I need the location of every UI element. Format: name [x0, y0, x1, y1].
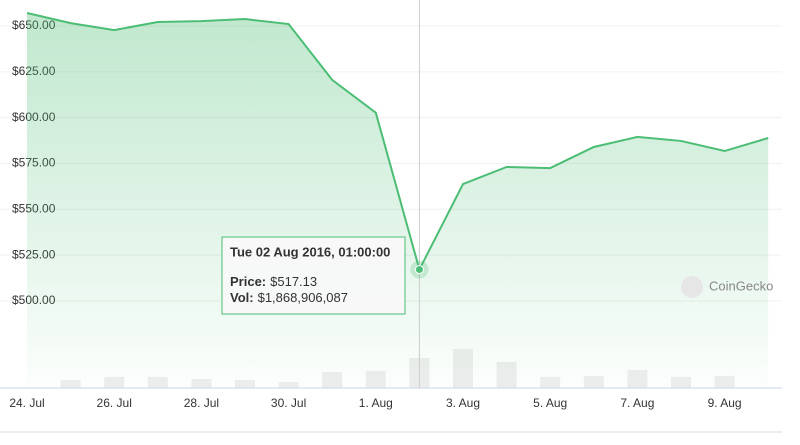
x-tick-label: 3. Aug	[446, 396, 480, 410]
tooltip-label: Vol:	[230, 290, 254, 305]
price-line	[26, 12, 769, 273]
tooltip-value: $517.13	[270, 274, 317, 289]
x-tick-label: 7. Aug	[620, 396, 654, 410]
tooltip-label: Price:	[230, 274, 266, 289]
tooltip-row: Price: $517.13	[230, 274, 317, 289]
tooltip-box	[221, 236, 406, 315]
x-tick-label: 9. Aug	[708, 396, 742, 410]
price-area	[27, 13, 769, 388]
tooltip-row: Vol: $1,868,906,087	[230, 290, 348, 305]
tooltip-value: $1,868,906,087	[258, 290, 348, 305]
x-tick-label: 30. Jul	[271, 396, 306, 410]
x-tick-label: 5. Aug	[533, 396, 567, 410]
tooltip-title: Tue 02 Aug 2016, 01:00:00	[230, 244, 390, 259]
x-tick-label: 28. Jul	[184, 396, 219, 410]
x-tick-label: 24. Jul	[9, 396, 44, 410]
watermark: CoinGecko	[681, 276, 773, 298]
watermark-logo	[681, 276, 703, 298]
watermark-text: CoinGecko	[709, 278, 773, 293]
hover-point	[414, 265, 424, 275]
x-tick-label: 1. Aug	[359, 396, 393, 410]
x-tick-label: 26. Jul	[97, 396, 132, 410]
